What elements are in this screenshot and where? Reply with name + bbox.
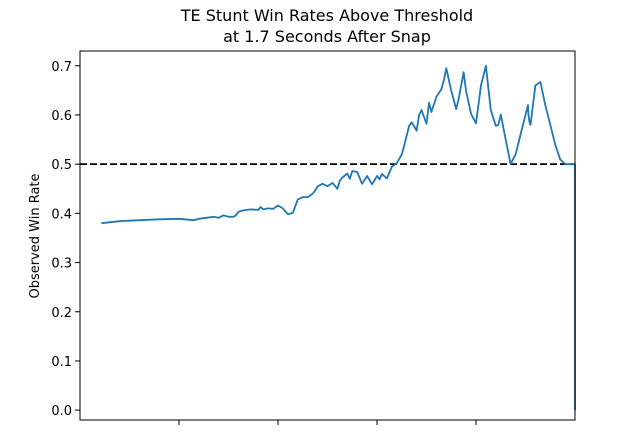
plot-area-frame — [79, 50, 576, 421]
chart-title-line-1: TE Stunt Win Rates Above Threshold — [180, 6, 473, 25]
y-tick-label: 0.2 — [51, 306, 72, 321]
y-axis-label: Observed Win Rate — [28, 173, 43, 298]
chart-title-line-2: at 1.7 Seconds After Snap — [223, 27, 431, 46]
y-tick-label: 0.0 — [51, 404, 72, 419]
y-tick-label: 0.4 — [51, 207, 72, 222]
series-line — [101, 64, 576, 411]
y-tick-label: 0.6 — [51, 109, 72, 124]
y-tick-label: 0.1 — [51, 355, 72, 370]
y-tick-label: 0.5 — [51, 158, 72, 173]
series-layer — [101, 64, 576, 411]
y-tick-label: 0.7 — [51, 60, 72, 75]
y-tick-label: 0.3 — [51, 257, 72, 272]
axis-ticks: 0.0 0.1 0.2 0.3 0.4 0.5 0.6 0.7 — [51, 60, 477, 425]
